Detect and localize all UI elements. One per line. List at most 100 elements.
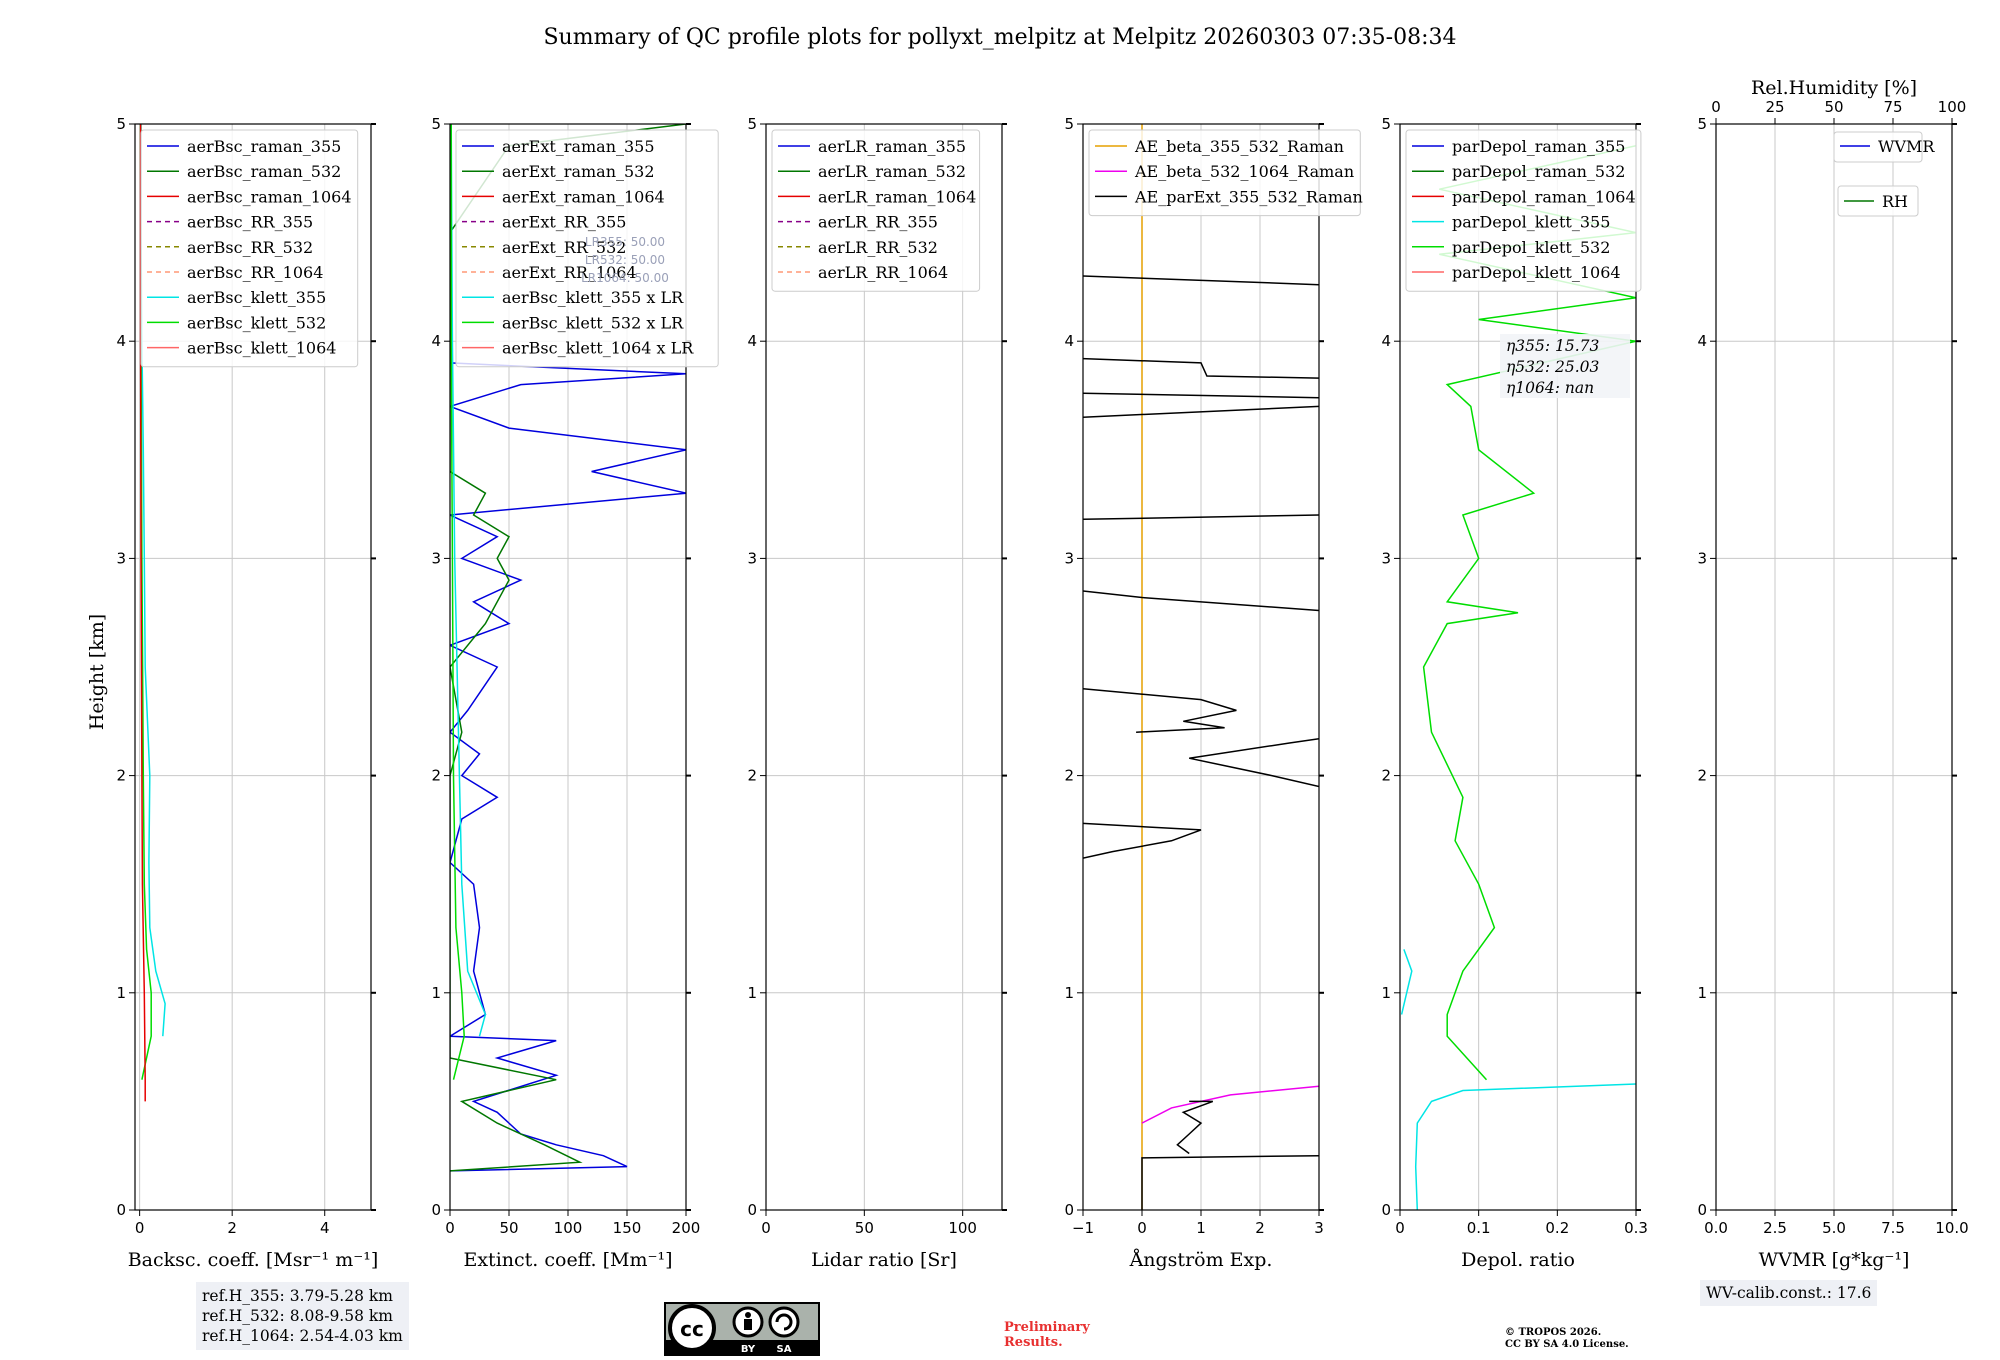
y-tick-label: 2: [747, 767, 757, 785]
legend-box: [771, 129, 981, 292]
y-tick-label: 2: [1697, 767, 1707, 785]
x-tick-label: 0.0: [1704, 1219, 1728, 1237]
ref-height-532: ref.H_532: 8.08-9.58 km: [202, 1307, 393, 1325]
legend-label-aerLR_raman_355: aerLR_raman_355: [818, 137, 966, 156]
x-axis-label: Lidar ratio [Sr]: [811, 1249, 957, 1271]
x-tick-label: 5.0: [1822, 1219, 1846, 1237]
legend: aerBsc_raman_355 aerBsc_raman_532 aerBsc_r…: [140, 129, 359, 368]
y-tick-label: 0: [747, 1201, 757, 1219]
legend-label-aerExt_RR_355: aerExt_RR_355: [502, 213, 626, 232]
x-tick-label: 1: [1196, 1219, 1206, 1237]
top-x-tick-label: 75: [1883, 98, 1902, 116]
panel-depol: 0 0.1 0.2 0.3 0 1 2 3 4 5 Depol. ratio parDepol_ram…: [1381, 115, 1647, 1271]
series-aerBsc_klett_532 x LR: [450, 124, 465, 1080]
series-parDepol_klett_532: [1422, 144, 1636, 1081]
x-tick-label: 0: [135, 1219, 145, 1237]
legend-label-aerLR_raman_532: aerLR_raman_532: [818, 162, 966, 181]
series-AE_parExt_355_532_Raman: [1083, 392, 1319, 399]
y-tick-label: 1: [747, 984, 757, 1002]
x-tick-label: 2: [1255, 1219, 1265, 1237]
preliminary-note: Preliminary Results.: [1004, 1320, 1090, 1350]
x-tick-label: 50: [499, 1219, 518, 1237]
legend-box: [1088, 129, 1361, 217]
series-parDepol_klett_355: [1400, 949, 1413, 1015]
y-tick-label: 1: [116, 984, 126, 1002]
eta-label: η355: 15.73: [1506, 337, 1600, 355]
series-aerBsc_raman_1064: [139, 124, 146, 1102]
y-tick-label: 0: [116, 1201, 126, 1219]
x-tick-label: 3: [1314, 1219, 1324, 1237]
y-tick-label: 4: [431, 332, 441, 350]
axes-frame: [1399, 123, 1637, 1211]
legend-label-aerBsc_klett_532 x LR: aerBsc_klett_532 x LR: [502, 313, 684, 332]
axes-frame: [765, 123, 1003, 1211]
legend-label-parDepol_klett_355: parDepol_klett_355: [1452, 213, 1610, 232]
legend: WVMR: [1833, 131, 1935, 163]
legend-label-rh: RH: [1882, 192, 1908, 211]
x-axis-label: Ångström Exp.: [1129, 1249, 1273, 1271]
x-tick-label: 0: [1395, 1219, 1405, 1237]
legend-label-aerExt_raman_1064: aerExt_raman_1064: [502, 187, 665, 206]
x-tick-label: 150: [613, 1219, 642, 1237]
reference-heights: ref.H_355: 3.79-5.28 km ref.H_532: 8.08-…: [196, 1282, 409, 1350]
legend-label-aerExt_raman_355: aerExt_raman_355: [502, 137, 655, 156]
legend-label-aerExt_RR_532: aerExt_RR_532: [502, 238, 626, 257]
legend-label-wvmr: WVMR: [1878, 137, 1935, 156]
series-AE_parExt_355_532_Raman: [1141, 1154, 1319, 1210]
legend-box: [1833, 131, 1923, 163]
legend-label-parDepol_klett_1064: parDepol_klett_1064: [1452, 263, 1621, 282]
series-AE_parExt_355_532_Raman: [1083, 822, 1202, 859]
x-tick-label: 0: [1137, 1219, 1147, 1237]
y-tick-label: 0: [431, 1201, 441, 1219]
legend-label-aerBsc_RR_1064: aerBsc_RR_1064: [187, 263, 323, 282]
lr-label: LR355: 50.00: [585, 235, 665, 249]
legend-label-aerBsc_raman_1064: aerBsc_raman_1064: [187, 187, 352, 206]
svg-text:BY: BY: [741, 1344, 756, 1355]
series-aerExt_raman_532: [450, 124, 686, 1172]
legend-label-aerBsc_raman_532: aerBsc_raman_532: [187, 162, 341, 181]
cc-license-badge: cc BY SA: [664, 1302, 820, 1356]
x-tick-label: 0.3: [1624, 1219, 1648, 1237]
series-AE_parExt_355_532_Raman: [1083, 405, 1319, 418]
top-x-tick-label: 100: [1938, 98, 1967, 116]
legend-label-parDepol_raman_355: parDepol_raman_355: [1452, 137, 1625, 156]
legend-box: [455, 129, 719, 368]
y-axis-label: Height [km]: [86, 614, 108, 730]
figure-title: Summary of QC profile plots for pollyxt_…: [543, 25, 1456, 50]
x-tick-label: 10.0: [1935, 1219, 1968, 1237]
legend-box: [140, 129, 359, 368]
copyright-note: © TROPOS 2026. CC BY SA 4.0 License.: [1505, 1327, 1629, 1350]
x-axis-label: Backsc. coeff. [Msr⁻¹ m⁻¹]: [128, 1249, 379, 1271]
y-tick-label: 3: [116, 549, 126, 567]
legend-label-parDepol_raman_532: parDepol_raman_532: [1452, 162, 1625, 181]
x-tick-label: 100: [948, 1219, 977, 1237]
top-x-tick-label: 50: [1824, 98, 1843, 116]
y-tick-label: 4: [1697, 332, 1707, 350]
y-tick-label: 5: [1697, 115, 1707, 133]
eta-box: [1500, 334, 1630, 398]
y-tick-label: 0: [1064, 1201, 1074, 1219]
y-tick-label: 2: [1064, 767, 1074, 785]
y-tick-label: 3: [1697, 549, 1707, 567]
y-tick-label: 1: [1381, 984, 1391, 1002]
panels: 0 2 4 0 1 2 3 4 5 Backsc. coeff. [Msr⁻¹ m⁻¹] aerBs…: [116, 77, 1968, 1271]
series-AE_parExt_355_532_Raman: [1083, 275, 1319, 286]
panel-wvmr: 0.0 2.5 5.0 7.5 10.0 0 1 2 3 4 5 WVMR [g*kg⁻¹] 0 25 50…: [1697, 77, 1968, 1271]
panel-extinction: 0 50 100 150 200 0 1 2 3 4 5 Extinct. coeff. [Mm⁻¹]…: [431, 115, 719, 1271]
legend: AE_beta_355_532_Raman AE_beta_532_1064_Ra…: [1088, 129, 1363, 217]
svg-text:cc: cc: [680, 1317, 704, 1341]
x-tick-label: 4: [320, 1219, 330, 1237]
legend-label-aerBsc_RR_355: aerBsc_RR_355: [187, 213, 313, 232]
legend-label-AE_parExt_355_532_Raman: AE_parExt_355_532_Raman: [1134, 187, 1363, 206]
legend-label-aerLR_RR_355: aerLR_RR_355: [818, 213, 938, 232]
x-tick-label: 2: [227, 1219, 237, 1237]
y-tick-label: 3: [431, 549, 441, 567]
y-tick-label: 5: [1064, 115, 1074, 133]
legend-label-aerExt_raman_532: aerExt_raman_532: [502, 162, 655, 181]
legend-box: [1837, 185, 1919, 217]
x-tick-label: 2.5: [1763, 1219, 1787, 1237]
x-axis-label: Extinct. coeff. [Mm⁻¹]: [463, 1249, 672, 1271]
y-tick-label: 5: [1381, 115, 1391, 133]
